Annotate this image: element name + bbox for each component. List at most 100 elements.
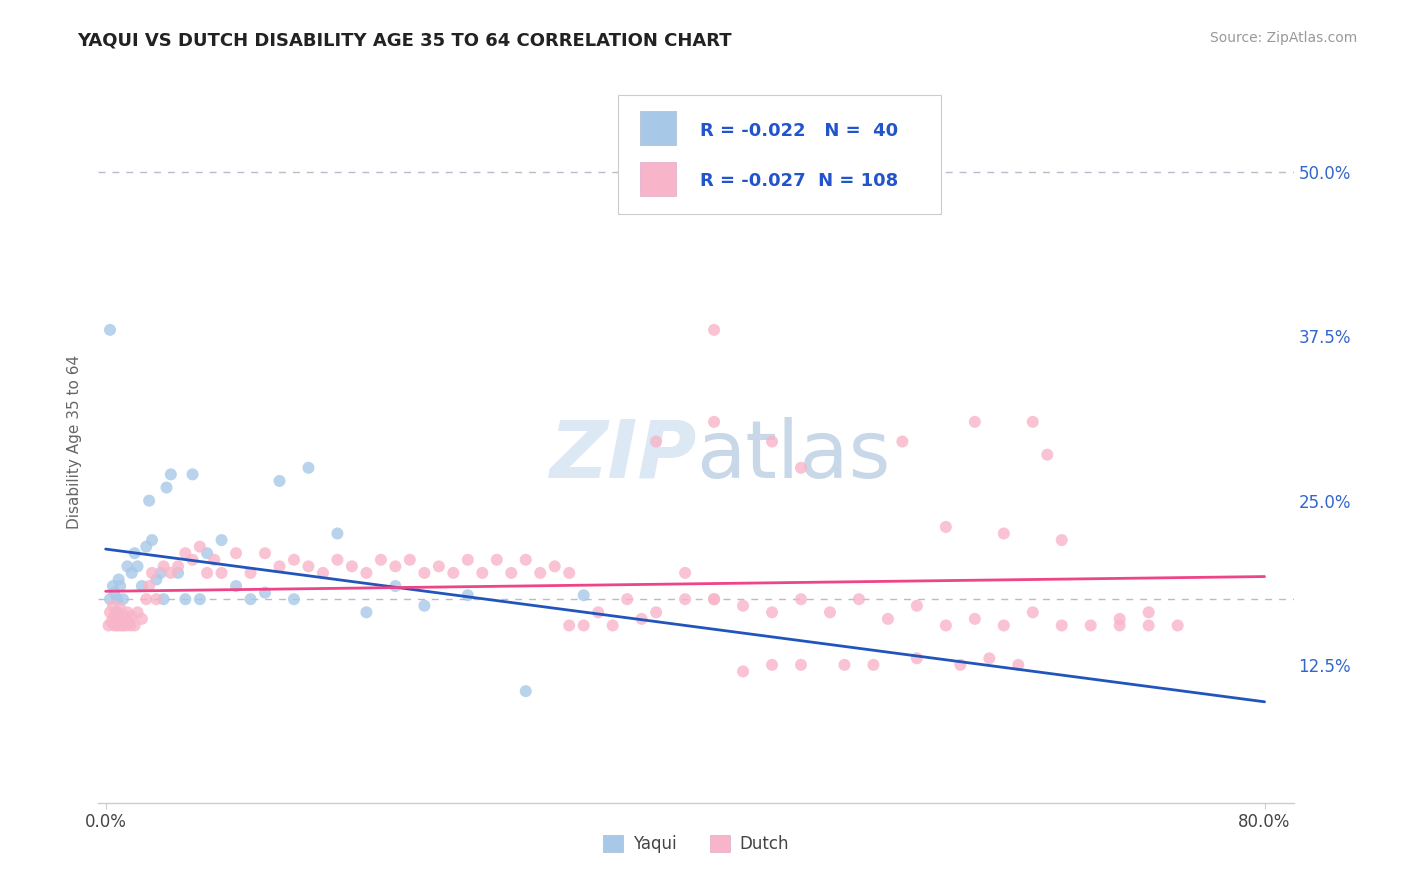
Point: [152, 592, 174, 607]
Point: [399, 553, 422, 567]
Point: [935, 618, 957, 632]
Point: [105, 605, 128, 619]
Point: [790, 592, 813, 607]
Point: [107, 573, 129, 587]
Point: [1050, 533, 1073, 547]
Point: [457, 553, 479, 567]
Point: [127, 605, 149, 619]
Point: [761, 605, 783, 619]
Point: [103, 609, 125, 624]
Point: [160, 566, 183, 580]
Point: [118, 615, 141, 629]
Point: [848, 592, 870, 607]
Point: [124, 546, 146, 560]
Point: [297, 559, 319, 574]
Point: [471, 566, 494, 580]
Point: [117, 605, 139, 619]
Point: [703, 323, 725, 337]
Point: [1137, 618, 1160, 632]
Point: [127, 559, 149, 574]
Point: [225, 579, 247, 593]
Point: [877, 612, 900, 626]
Point: [645, 605, 668, 619]
Point: [167, 566, 190, 580]
Point: [188, 540, 211, 554]
Point: [131, 612, 153, 626]
Point: [572, 588, 595, 602]
Point: [167, 559, 190, 574]
Point: [124, 618, 146, 632]
Point: [515, 553, 537, 567]
Point: [356, 566, 378, 580]
Point: [121, 609, 143, 624]
Point: [630, 612, 652, 626]
Point: [108, 579, 131, 593]
Point: [283, 592, 305, 607]
Point: [112, 618, 135, 632]
Point: [384, 579, 406, 593]
Point: [963, 415, 986, 429]
Text: YAQUI VS DUTCH DISABILITY AGE 35 TO 64 CORRELATION CHART: YAQUI VS DUTCH DISABILITY AGE 35 TO 64 C…: [77, 31, 733, 49]
Point: [963, 612, 986, 626]
Point: [862, 657, 884, 672]
Point: [145, 592, 167, 607]
Point: [1108, 612, 1130, 626]
FancyBboxPatch shape: [640, 112, 676, 145]
Point: [105, 592, 128, 607]
Point: [340, 559, 363, 574]
Point: [100, 615, 122, 629]
Text: atlas: atlas: [696, 417, 890, 495]
Point: [141, 566, 163, 580]
Point: [790, 657, 813, 672]
Point: [107, 612, 129, 626]
Point: [253, 585, 276, 599]
Point: [761, 657, 783, 672]
Point: [1080, 618, 1102, 632]
Point: [239, 592, 262, 607]
Point: [529, 566, 551, 580]
Point: [202, 553, 225, 567]
Point: [112, 592, 135, 607]
Point: [155, 481, 177, 495]
Point: [1007, 657, 1029, 672]
Point: [1167, 618, 1189, 632]
Point: [141, 533, 163, 547]
Legend: Yaqui, Dutch: Yaqui, Dutch: [596, 828, 796, 860]
Point: [818, 605, 841, 619]
Point: [457, 588, 479, 602]
Point: [616, 592, 638, 607]
Point: [121, 566, 143, 580]
Point: [1108, 618, 1130, 632]
Text: ZIP: ZIP: [548, 417, 696, 495]
Point: [558, 618, 581, 632]
Point: [269, 559, 291, 574]
Point: [790, 460, 813, 475]
Point: [211, 566, 233, 580]
Point: [181, 553, 204, 567]
Point: [160, 467, 183, 482]
Point: [312, 566, 335, 580]
Point: [703, 415, 725, 429]
Text: Source: ZipAtlas.com: Source: ZipAtlas.com: [1209, 31, 1357, 45]
Point: [731, 599, 754, 613]
Point: [441, 566, 464, 580]
Point: [384, 559, 406, 574]
Point: [98, 592, 121, 607]
Point: [115, 618, 138, 632]
Point: [586, 605, 609, 619]
Point: [239, 566, 262, 580]
Point: [356, 605, 378, 619]
Point: [120, 618, 142, 632]
Point: [515, 684, 537, 698]
Point: [297, 460, 319, 475]
Point: [501, 566, 523, 580]
Point: [211, 533, 233, 547]
Point: [101, 599, 124, 613]
Point: [1036, 448, 1059, 462]
Point: [195, 546, 218, 560]
Text: R = -0.027  N = 108: R = -0.027 N = 108: [700, 172, 898, 190]
Point: [97, 618, 120, 632]
Point: [114, 609, 136, 624]
Point: [731, 665, 754, 679]
Text: R = -0.022   N =  40: R = -0.022 N = 40: [700, 122, 897, 140]
